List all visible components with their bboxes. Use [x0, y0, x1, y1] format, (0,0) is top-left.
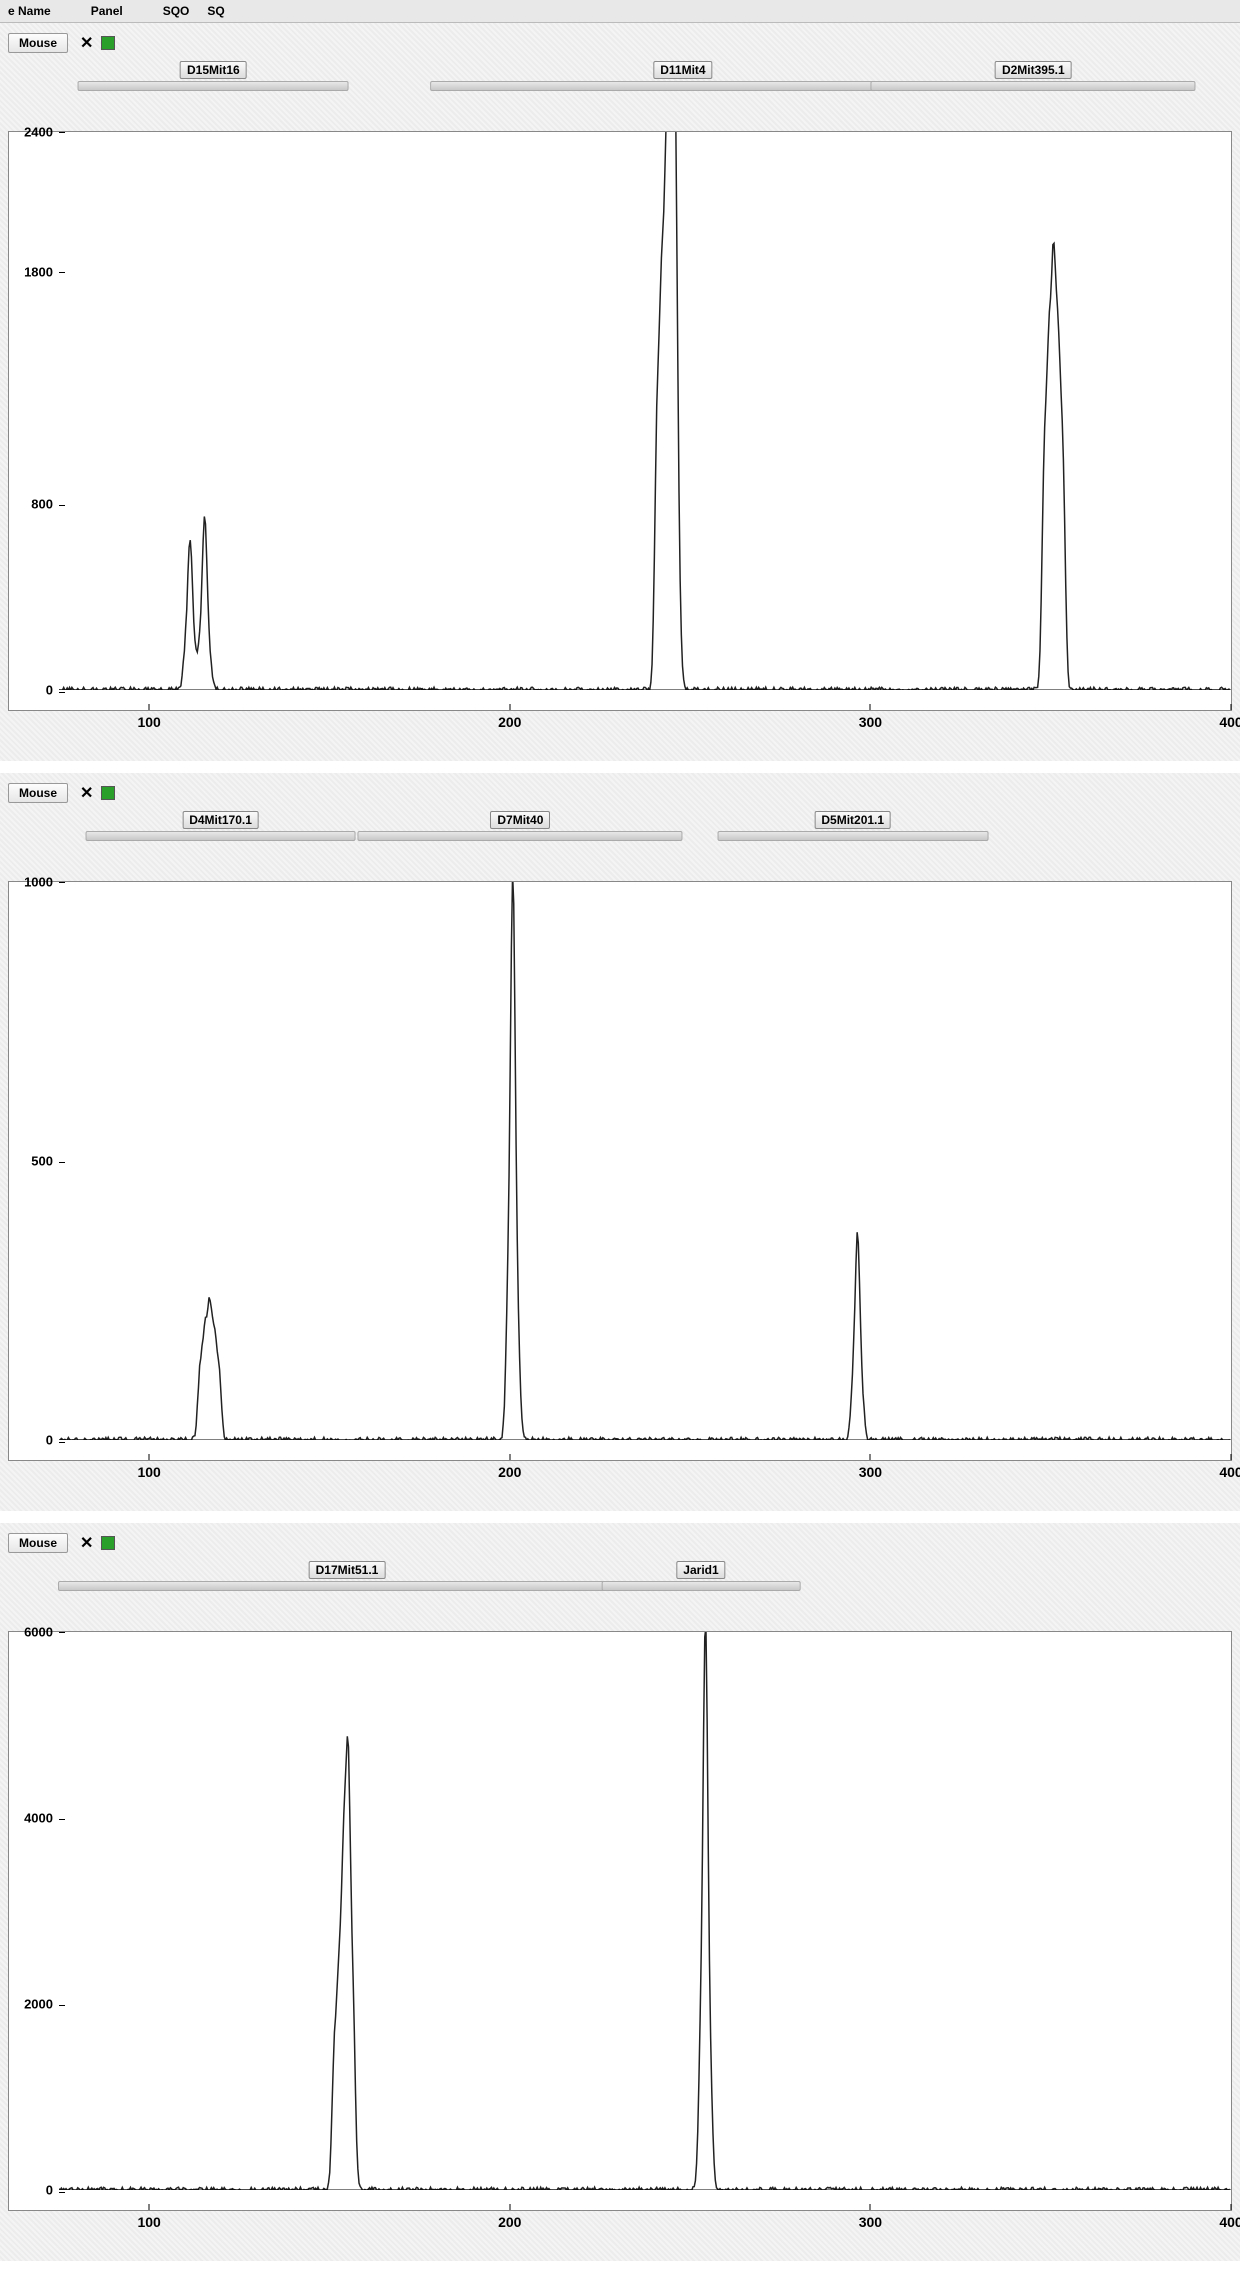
x-tick-mark [509, 704, 510, 710]
marker-label-row: D4Mit170.1 D7Mit40 D5Mit201.1 [58, 811, 1232, 845]
x-tick-label: 100 [137, 714, 160, 730]
col-header-sq: SQ [207, 4, 224, 18]
x-tick-label: 200 [498, 2214, 521, 2230]
chart-area[interactable]: 05001000116.72200.86296.42100200300400 [8, 881, 1232, 1461]
panel-kit-button[interactable]: Mouse [8, 33, 68, 53]
electropherogram-trace [59, 1632, 1230, 2190]
panel-kit-button[interactable]: Mouse [8, 1533, 68, 1553]
y-tick-label: 500 [9, 1154, 53, 1169]
marker-range-bar [58, 1581, 636, 1591]
x-tick-mark [509, 1454, 510, 1460]
marker-label[interactable]: D11Mit4 [653, 61, 712, 79]
x-tick-mark [870, 2204, 871, 2210]
col-header-name: e Name [8, 2, 51, 20]
column-header-bar: e Name Panel SQO SQ [0, 0, 1240, 23]
x-tick-mark [509, 2204, 510, 2210]
marker-label[interactable]: Jarid1 [676, 1561, 725, 1579]
x-tick-mark [149, 704, 150, 710]
plot-region: 153.95155.12254.27 [59, 1632, 1231, 2190]
y-tick-label: 1800 [9, 264, 53, 279]
electropherogram-trace [59, 882, 1230, 1440]
col-header-sqo: SQO [163, 4, 190, 18]
chart-area[interactable]: 080018002400111.35115.41243.43245.57350.… [8, 131, 1232, 711]
x-tick-label: 400 [1219, 1464, 1240, 1480]
trace-svg [59, 882, 1231, 1440]
electropherogram-panel: Mouse ✕ D17Mit51.1 Jarid1 0 2000 4000 6000 153.9… [0, 1523, 1240, 2261]
col-header-panel: Panel [91, 2, 123, 20]
marker-label[interactable]: D4Mit170.1 [182, 811, 259, 829]
marker-range-bar [871, 81, 1196, 91]
y-axis: 05001000 [9, 882, 59, 1440]
x-tick-label: 100 [137, 1464, 160, 1480]
y-tick-label: 0 [9, 2183, 53, 2198]
panel-header: Mouse ✕ [8, 1529, 1232, 1557]
marker-label[interactable]: D7Mit40 [490, 811, 550, 829]
electropherogram-panel: Mouse ✕ D15Mit16 D11Mit4 D2Mit395.1 0 800 1800 2… [0, 23, 1240, 761]
x-tick-mark [1231, 704, 1232, 710]
close-icon[interactable]: ✕ [76, 33, 97, 53]
y-axis: 080018002400 [9, 132, 59, 690]
x-axis: 100200300400 [59, 1460, 1231, 1484]
y-tick-label: 1000 [9, 875, 53, 890]
marker-range-bar [602, 1581, 801, 1591]
panel-header-icons: ✕ [76, 1533, 115, 1553]
x-tick-mark [1231, 2204, 1232, 2210]
panel-kit-button[interactable]: Mouse [8, 783, 68, 803]
x-tick-label: 300 [859, 714, 882, 730]
x-tick-label: 200 [498, 1464, 521, 1480]
x-tick-label: 100 [137, 2214, 160, 2230]
dye-color-swatch[interactable] [101, 36, 115, 50]
marker-range-bar [717, 831, 988, 841]
y-tick-label: 2000 [9, 1997, 53, 2012]
x-tick-label: 200 [498, 714, 521, 730]
electropherogram-panel: Mouse✕D4Mit170.1D7Mit40D5Mit201.10500100… [0, 773, 1240, 1511]
dye-color-swatch[interactable] [101, 786, 115, 800]
plot-region: 116.72200.86296.42 [59, 882, 1231, 1440]
x-tick-label: 400 [1219, 714, 1240, 730]
marker-label-row: D17Mit51.1 Jarid1 [58, 1561, 1232, 1595]
x-tick-mark [149, 2204, 150, 2210]
marker-label[interactable]: D5Mit201.1 [814, 811, 891, 829]
panel-header: Mouse ✕ [8, 779, 1232, 807]
x-tick-label: 300 [859, 1464, 882, 1480]
y-tick-label: 0 [9, 1433, 53, 1448]
y-tick-mark [59, 692, 65, 693]
x-tick-mark [870, 704, 871, 710]
x-tick-label: 400 [1219, 2214, 1240, 2230]
trace-svg [59, 132, 1231, 690]
y-axis: 0200040006000 [9, 1632, 59, 2190]
x-axis: 100200300400 [59, 710, 1231, 734]
chart-area[interactable]: 0200040006000153.95155.12254.27100200300… [8, 1631, 1232, 2211]
panel-header-icons: ✕ [76, 33, 115, 53]
marker-label-row: D15Mit16 D11Mit4 D2Mit395.1 [58, 61, 1232, 95]
y-tick-label: 0 [9, 683, 53, 698]
x-tick-label: 300 [859, 2214, 882, 2230]
x-tick-mark [1231, 1454, 1232, 1460]
y-tick-mark [59, 1442, 65, 1443]
y-tick-label: 4000 [9, 1811, 53, 1826]
y-tick-mark [59, 2192, 65, 2193]
x-tick-mark [870, 1454, 871, 1460]
x-tick-mark [149, 1454, 150, 1460]
marker-range-bar [78, 81, 349, 91]
dye-color-swatch[interactable] [101, 1536, 115, 1550]
x-axis: 100200300400 [59, 2210, 1231, 2234]
marker-range-bar [358, 831, 683, 841]
y-tick-label: 6000 [9, 1625, 53, 1640]
panel-header-icons: ✕ [76, 783, 115, 803]
trace-svg [59, 1632, 1231, 2190]
marker-label[interactable]: D15Mit16 [180, 61, 247, 79]
close-icon[interactable]: ✕ [76, 783, 97, 803]
marker-label[interactable]: D2Mit395.1 [995, 61, 1072, 79]
panel-header: Mouse ✕ [8, 29, 1232, 57]
y-tick-label: 800 [9, 497, 53, 512]
marker-range-bar [85, 831, 356, 841]
electropherogram-trace [59, 132, 1230, 690]
marker-label[interactable]: D17Mit51.1 [309, 1561, 386, 1579]
marker-range-bar [430, 81, 936, 91]
y-tick-label: 2400 [9, 125, 53, 140]
plot-region: 111.35115.41243.43245.57350.80 [59, 132, 1231, 690]
close-icon[interactable]: ✕ [76, 1533, 97, 1553]
